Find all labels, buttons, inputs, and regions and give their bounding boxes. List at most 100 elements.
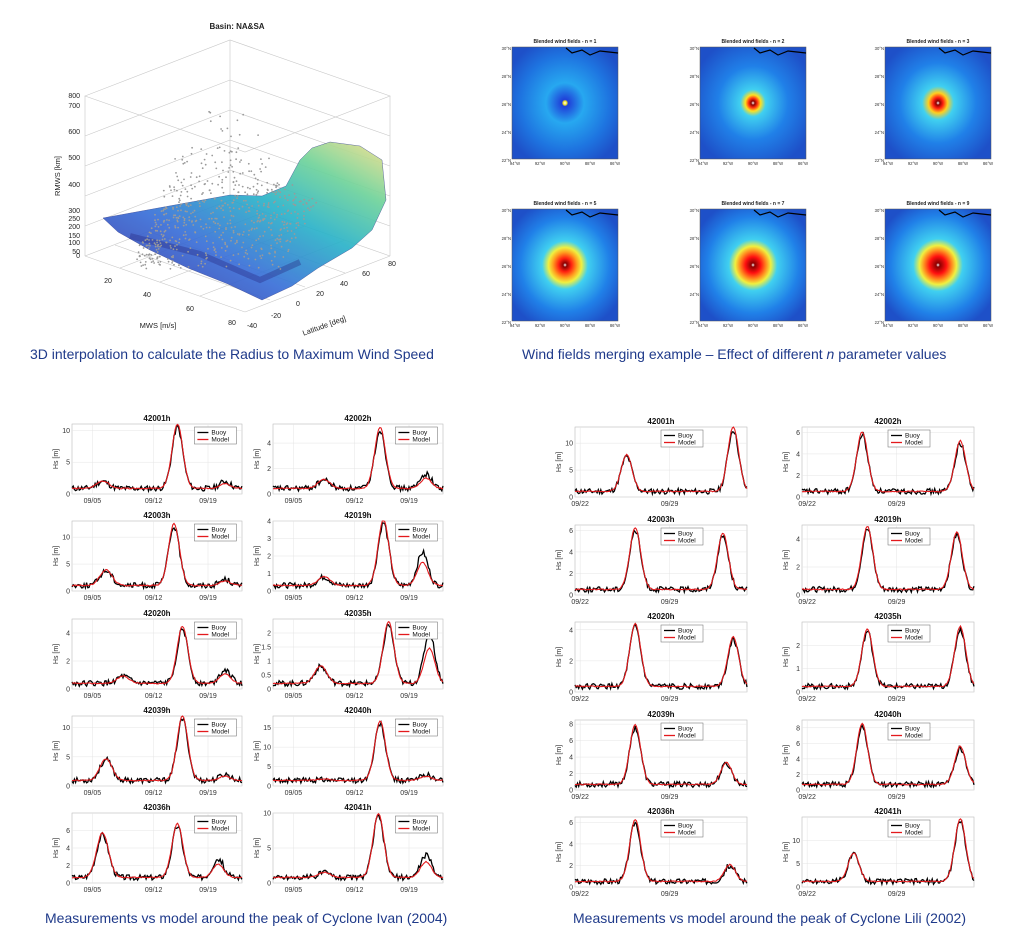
wind-lon-label: 94°W <box>883 323 893 328</box>
scatter-point <box>286 199 289 202</box>
y-tick-label: 4 <box>569 841 573 848</box>
y-axis-label: Hs [m] <box>53 838 60 858</box>
legend-label: Model <box>412 632 430 639</box>
wind-lat-label: 22°N <box>690 320 699 325</box>
y-axis-label: Hs [m] <box>53 741 60 761</box>
scatter-point <box>184 231 187 233</box>
y-tick-label: 4 <box>569 627 573 634</box>
scatter-point <box>237 191 240 194</box>
scatter-point <box>190 212 192 215</box>
scatter-point <box>225 176 227 179</box>
scatter-point <box>230 226 233 229</box>
scatter-point <box>194 231 197 233</box>
scatter-point <box>221 178 224 181</box>
scatter-point <box>283 221 286 224</box>
y-tick-label: 5 <box>267 764 271 771</box>
scatter-point <box>183 178 185 181</box>
scatter-point <box>176 175 179 178</box>
scatter-point <box>275 186 277 189</box>
y-tick-label: 10 <box>62 725 70 732</box>
y-tick-label: 5 <box>796 861 800 868</box>
x-tick-label: 09/29 <box>888 599 906 606</box>
buoy-series-line <box>71 424 243 494</box>
model-series-line <box>801 818 975 883</box>
y-tick-label: 1 <box>267 571 271 578</box>
x-tick-label: 09/19 <box>199 595 217 602</box>
scatter-point <box>236 241 238 244</box>
y-tick-label: 0 <box>66 589 70 596</box>
scatter-point <box>159 264 162 266</box>
wind-lon-label: 92°W <box>535 161 545 166</box>
x-tick-label: 09/12 <box>145 693 163 700</box>
y-tick-label: 0 <box>569 593 573 600</box>
wind-fields-grid: Blended wind fields - n = 1 30°N 28°N 26°N 2… <box>502 39 994 328</box>
scatter-point <box>276 182 279 185</box>
hs-panel-42035h: 42035h 0 0.5 1 1.5 2 09/05 09/12 09/19 Hs [m] Buoy… <box>254 609 444 700</box>
coastline <box>938 209 992 218</box>
y-tick-label: 10 <box>62 428 70 435</box>
x-tick-label: 09/29 <box>661 599 679 606</box>
scatter-point <box>169 245 172 247</box>
scatter-point <box>183 221 186 224</box>
scatter-point <box>179 194 182 197</box>
scatter-point <box>230 214 233 217</box>
scatter-point <box>200 162 203 165</box>
scatter-point <box>228 206 231 209</box>
legend-label: Buoy <box>905 823 921 830</box>
scatter-point <box>182 224 185 227</box>
scatter-point <box>248 229 251 232</box>
scatter-point <box>263 202 265 205</box>
scatter-point <box>163 195 166 198</box>
scatter-point <box>247 210 250 213</box>
x-tick-label: 09/05 <box>285 595 303 602</box>
scatter-point <box>267 222 270 224</box>
scatter-point <box>229 219 232 222</box>
scatter-point <box>156 241 159 244</box>
wind-lat-label: 28°N <box>875 74 884 79</box>
legend-label: Model <box>678 538 696 545</box>
scatter-point <box>171 236 174 239</box>
y-tick-label: 1 <box>267 659 271 666</box>
scatter-point <box>226 127 229 130</box>
scatter-point <box>257 190 260 193</box>
wind-lon-label: 86°W <box>798 323 808 328</box>
wind-lat-label: 22°N <box>690 158 699 163</box>
scatter-point <box>214 248 216 250</box>
scatter-point <box>202 192 204 194</box>
scatter-point <box>218 236 221 239</box>
scatter-point <box>197 200 200 202</box>
x-tick-label: 09/19 <box>400 595 418 602</box>
scatter-point <box>255 193 258 196</box>
scatter-point <box>166 258 169 260</box>
scatter-point <box>259 235 261 238</box>
y-tick-label: 2 <box>796 473 800 480</box>
scatter-point <box>177 226 180 229</box>
scatter-point <box>208 110 211 113</box>
scatter-point <box>292 199 294 202</box>
wind-lon-label: 88°W <box>773 161 783 166</box>
scatter-point <box>274 200 276 203</box>
scatter-point <box>297 221 299 224</box>
scatter-point <box>220 199 223 202</box>
y-tick-label: 4 <box>796 537 800 544</box>
wind-field-map <box>884 46 992 160</box>
y-tick-label: 6 <box>569 820 573 827</box>
scatter-point <box>180 181 183 184</box>
scatter-point <box>156 230 159 232</box>
legend-label: Buoy <box>905 726 921 733</box>
scatter-point <box>271 222 273 224</box>
scatter-point <box>207 247 209 250</box>
scatter-point <box>247 162 250 165</box>
scatter-point <box>250 228 253 231</box>
model-series-line <box>801 431 975 493</box>
wind-panel-n2: Blended wind fields - n = 2 30°N 28°N 26°N 2… <box>690 39 809 166</box>
model-series-line <box>272 812 444 879</box>
wind-lat-label: 24°N <box>502 130 511 135</box>
x-tick-label: 09/29 <box>661 501 679 508</box>
